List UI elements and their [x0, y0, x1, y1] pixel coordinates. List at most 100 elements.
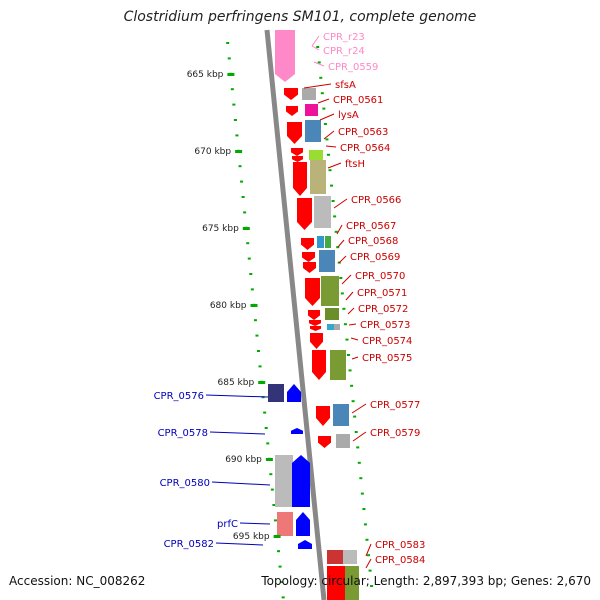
gene-leader-line — [303, 83, 332, 89]
ruler-dot — [333, 215, 337, 218]
gene-domain-box — [310, 160, 326, 194]
ruler-dot — [331, 200, 335, 202]
ruler-dot — [246, 242, 250, 245]
gene-leader-line — [327, 162, 342, 169]
ruler-dot — [363, 523, 367, 526]
gene-label-cpr-0576[interactable]: CPR_0576 — [154, 391, 204, 402]
gene-label-cpr-0573[interactable]: CPR_0573 — [360, 320, 410, 331]
gene-label-lysa[interactable]: lysA — [338, 110, 359, 121]
gene-domain-box — [343, 550, 357, 564]
gene-arrow — [318, 436, 331, 448]
gene-leader-line — [239, 522, 271, 525]
ruler-dot — [230, 88, 234, 91]
gene-leader-line — [333, 198, 348, 209]
ruler-dot — [320, 92, 324, 95]
gene-domain-box — [305, 120, 321, 142]
gene-leader-line — [365, 558, 372, 569]
gene-domain-box — [319, 250, 335, 272]
gene-leader-line — [337, 239, 345, 248]
gene-leader-line — [323, 130, 335, 140]
gene-label-cpr-0571[interactable]: CPR_0571 — [357, 288, 407, 299]
ruler-dot — [255, 334, 259, 337]
gene-label-cpr-0570[interactable]: CPR_0570 — [355, 271, 405, 282]
ruler-dot — [263, 411, 267, 414]
gene-label-cpr-0577[interactable]: CPR_0577 — [370, 400, 420, 411]
gene-arrow — [310, 333, 323, 349]
gene-domain-box — [330, 350, 346, 380]
gene-label-cpr-r24[interactable]: CPR_r24 — [323, 46, 365, 57]
gene-domain-box — [302, 88, 316, 100]
gene-arrow — [310, 326, 321, 331]
ruler-dot — [273, 519, 277, 522]
gene-arrow — [287, 122, 302, 144]
ruler-dot — [269, 473, 273, 476]
gene-label-cpr-0574[interactable]: CPR_0574 — [362, 336, 412, 347]
ruler-dot — [253, 319, 257, 322]
ruler-dot — [232, 103, 236, 106]
gene-arrow — [316, 406, 330, 426]
gene-arrow — [312, 350, 326, 380]
ruler-label: 675 kbp — [202, 224, 239, 234]
ruler-dot — [241, 196, 245, 198]
ruler-dot — [368, 569, 372, 572]
gene-arrow — [292, 156, 303, 162]
gene-domain-box — [325, 236, 331, 248]
gene-label-cpr-0583[interactable]: CPR_0583 — [375, 540, 425, 551]
gene-domain-box — [275, 455, 293, 507]
ruler-dot — [356, 446, 360, 449]
gene-label-cpr-0578[interactable]: CPR_0578 — [158, 428, 208, 439]
ruler-dot — [317, 61, 321, 64]
gene-label-cpr-0572[interactable]: CPR_0572 — [358, 304, 408, 315]
gene-label-cpr-0567[interactable]: CPR_0567 — [346, 221, 396, 232]
gene-leader-line — [205, 394, 269, 398]
gene-domain-box — [305, 104, 318, 116]
ruler-dot — [249, 273, 253, 275]
gene-label-ftsh[interactable]: ftsH — [345, 159, 365, 170]
ruler-dot — [343, 323, 347, 326]
ruler: 665 kbp 670 kbp 675 kbp 680 kbp 685 kbp 690 k… — [187, 70, 281, 542]
gene-leader-line — [336, 224, 343, 235]
gene-label-cpr-r23[interactable]: CPR_r23 — [323, 32, 365, 43]
ruler-dot — [316, 46, 320, 48]
gene-leader-line — [365, 543, 372, 557]
ruler-dot — [353, 415, 357, 418]
ruler-tick — [258, 381, 266, 384]
ruler-dot — [272, 504, 276, 506]
gene-label-cpr-0563[interactable]: CPR_0563 — [338, 127, 388, 138]
gene-leader-line — [347, 307, 355, 315]
ruler-dot — [266, 442, 270, 445]
gene-label-prfc[interactable]: prfC — [217, 519, 238, 530]
gene-domain-box — [317, 236, 324, 248]
ruler-dot — [226, 42, 230, 44]
gene-label-cpr-0580[interactable]: CPR_0580 — [160, 478, 210, 489]
gene-label-cpr-0579[interactable]: CPR_0579 — [370, 428, 420, 439]
ruler-dot — [238, 165, 242, 168]
accession-text: Accession: NC_008262 — [9, 574, 146, 588]
gene-arrow — [293, 162, 307, 196]
gene-label-cpr-0568[interactable]: CPR_0568 — [348, 236, 398, 247]
gene-label-cpr-0564[interactable]: CPR_0564 — [340, 143, 390, 154]
ruler-dot — [347, 354, 350, 356]
gene-label-sfsa[interactable]: sfsA — [335, 80, 356, 91]
ruler-dot — [257, 350, 260, 352]
gene-label-cpr-0584[interactable]: CPR_0584 — [375, 555, 425, 566]
ruler-dot — [328, 169, 332, 172]
gene-label-cpr-0561[interactable]: CPR_0561 — [333, 95, 383, 106]
gene-arrow — [305, 278, 320, 306]
ruler-dot — [342, 307, 346, 310]
gene-label-cpr-0566[interactable]: CPR_0566 — [351, 195, 401, 206]
ruler-label: 665 kbp — [187, 70, 224, 80]
gene-leader-line — [311, 35, 320, 47]
gene-leader-line — [341, 274, 352, 285]
ruler-label: 685 kbp — [218, 378, 255, 388]
gene-label-cpr-0559[interactable]: CPR_0559 — [328, 62, 378, 73]
gene-label-cpr-0582[interactable]: CPR_0582 — [164, 539, 214, 550]
map-title: Clostridium perfringens SM101, complete … — [123, 9, 477, 25]
gene-leader-line — [350, 337, 359, 341]
gene-arrow — [291, 428, 303, 434]
ruler-dot — [362, 508, 366, 510]
gene-leader-line — [345, 291, 354, 301]
gene-label-cpr-0569[interactable]: CPR_0569 — [350, 252, 400, 263]
gene-label-cpr-0575[interactable]: CPR_0575 — [362, 353, 412, 364]
